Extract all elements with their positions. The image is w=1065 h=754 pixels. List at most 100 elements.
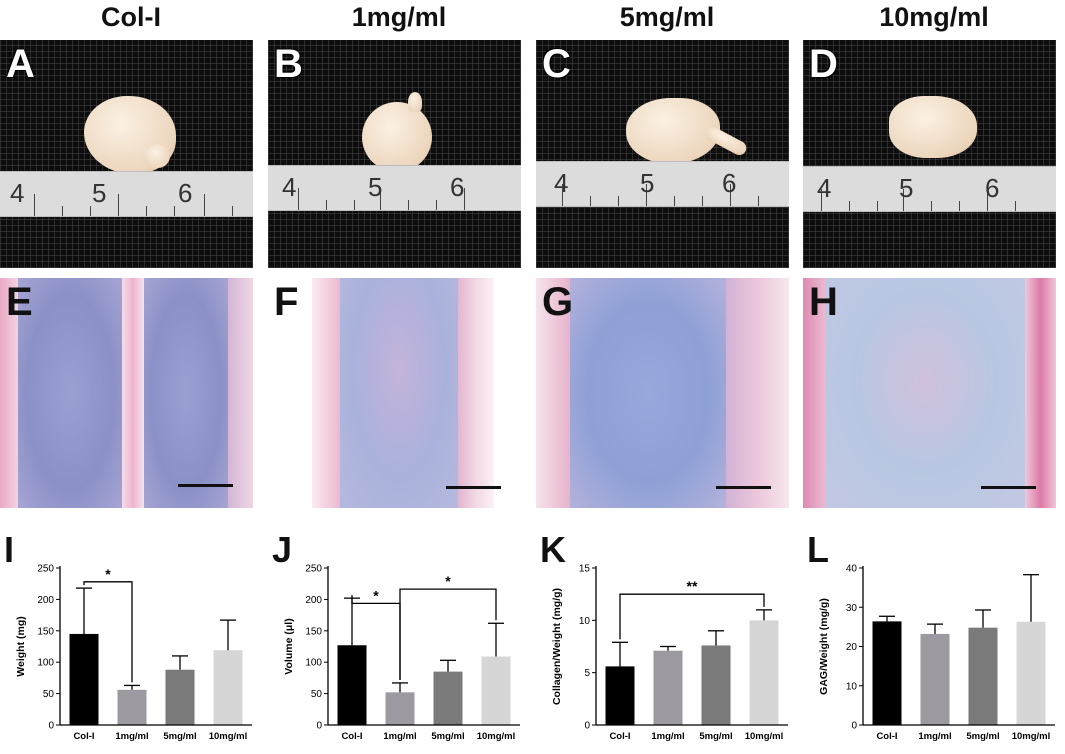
x-tick-label: Col-I [609,731,630,742]
scale-bar [446,486,501,489]
panel-label: F [274,280,299,324]
bar [433,671,463,725]
bar [1016,621,1046,725]
y-axis-label: Volume (μl) [283,618,295,674]
cartilage-region [340,278,458,508]
tissue-lobe [146,144,170,168]
y-tick-label: 0 [584,721,590,732]
tissue-tail [703,124,749,158]
y-axis-label: Collagen/Weight (mg/g) [551,588,563,705]
significance-marker: * [373,587,379,603]
y-tick-label: 100 [37,658,54,669]
ruler-number: 6 [450,172,465,202]
chart-l: L 0 10 20 30 40 Col-I 1mg/ml 5mg/ml 10mg/ml GAG/We… [807,529,1055,742]
y-tick-label: 30 [846,603,858,614]
tissue-tip [408,92,422,112]
tissue-sample [626,98,720,164]
x-tick-label: 1mg/ml [115,731,148,742]
panel-label: C [542,42,571,86]
photo-panel-b: 4 5 6 B [268,40,521,268]
ruler-number: 6 [178,178,193,208]
bar [605,666,635,725]
panel-label: L [807,529,829,570]
x-tick-label: 5mg/ml [163,731,196,742]
column-title-col-i: Col-I [101,2,161,32]
y-tick-label: 150 [305,626,322,637]
panel-label: E [6,280,33,324]
cartilage-region [144,278,228,508]
bar [69,633,99,725]
y-tick-label: 50 [311,689,323,700]
bar [968,627,998,725]
tissue-sample [889,96,977,158]
significance-marker: * [445,573,451,589]
ruler-number: 5 [640,168,655,198]
ruler-number: 5 [368,172,383,202]
y-tick-label: 5 [584,668,590,679]
histology-panel-f: F [268,278,521,508]
y-tick-label: 20 [846,642,858,653]
x-tick-label: 10mg/ml [477,731,516,742]
panel-label: I [4,529,14,570]
photo-panel-a: 4 5 6 A [0,40,253,268]
chart-j: J 0 50 100 150 200 250 Col-I 1mg/ml 5mg/ml 10mg/ml… [272,529,520,742]
x-tick-label: 10mg/ml [1012,731,1051,742]
bar [749,620,779,725]
panel-label: A [6,42,35,86]
x-tick-label: 1mg/ml [651,731,684,742]
significance-bracket [83,581,133,683]
ruler-number: 5 [899,173,914,203]
y-axis-label: Weight (mg) [15,616,27,676]
ruler-number: 6 [985,173,1000,203]
y-tick-label: 250 [37,564,54,575]
y-tick-label: 0 [48,721,54,732]
x-tick-label: Col-I [341,731,362,742]
cartilage-region [570,278,726,508]
x-tick-label: 5mg/ml [966,731,999,742]
chart-k: K 0 5 10 15 Col-I 1mg/ml 5mg/ml 10mg/ml Collagen/… [540,529,788,742]
column-title-10mg: 10mg/ml [879,2,989,32]
photo-panel-d: 4 5 6 D [803,40,1056,268]
x-tick-label: 10mg/ml [209,731,248,742]
bar [117,689,147,725]
x-tick-label: Col-I [876,731,897,742]
y-tick-label: 100 [305,658,322,669]
measuring-ruler: 4 5 6 [536,161,789,207]
x-tick-label: 1mg/ml [918,731,951,742]
measuring-ruler: 4 5 6 [0,171,253,217]
y-tick-label: 250 [305,564,322,575]
panel-label: D [809,42,838,86]
significance-bracket [399,588,497,680]
panel-label: J [272,529,292,570]
bar [701,645,731,725]
x-tick-label: 5mg/ml [431,731,464,742]
histology-panel-h: H [803,278,1056,508]
column-title-1mg: 1mg/ml [351,2,447,32]
bar [385,692,415,725]
cartilage-region [825,278,1025,508]
y-tick-label: 40 [846,564,858,575]
histology-panel-e: E [0,278,253,508]
x-tick-label: Col-I [73,731,94,742]
panel-label: B [274,42,303,86]
photo-panel-c: 4 5 6 C [536,40,789,268]
measuring-ruler: 4 5 6 [803,166,1056,212]
panel-label: G [542,280,574,324]
cartilage-region [18,278,122,508]
bar [213,650,243,725]
significance-marker: ** [687,578,698,594]
y-tick-label: 150 [37,626,54,637]
x-tick-label: 10mg/ml [745,731,784,742]
panel-label: H [809,280,838,324]
chart-i: I 0 50 100 150 200 250 Col-I 1mg/ml 5mg/ml 10mg/ml… [4,529,252,742]
column-title-5mg: 5mg/ml [619,2,715,32]
panel-label: K [540,529,566,570]
y-tick-label: 0 [851,721,857,732]
bar [165,669,195,725]
ruler-number: 4 [10,178,25,208]
bar [920,633,950,725]
histology-panel-g: G [536,278,789,508]
scale-bar [178,484,233,487]
y-tick-label: 0 [316,721,322,732]
significance-bracket [619,593,765,640]
